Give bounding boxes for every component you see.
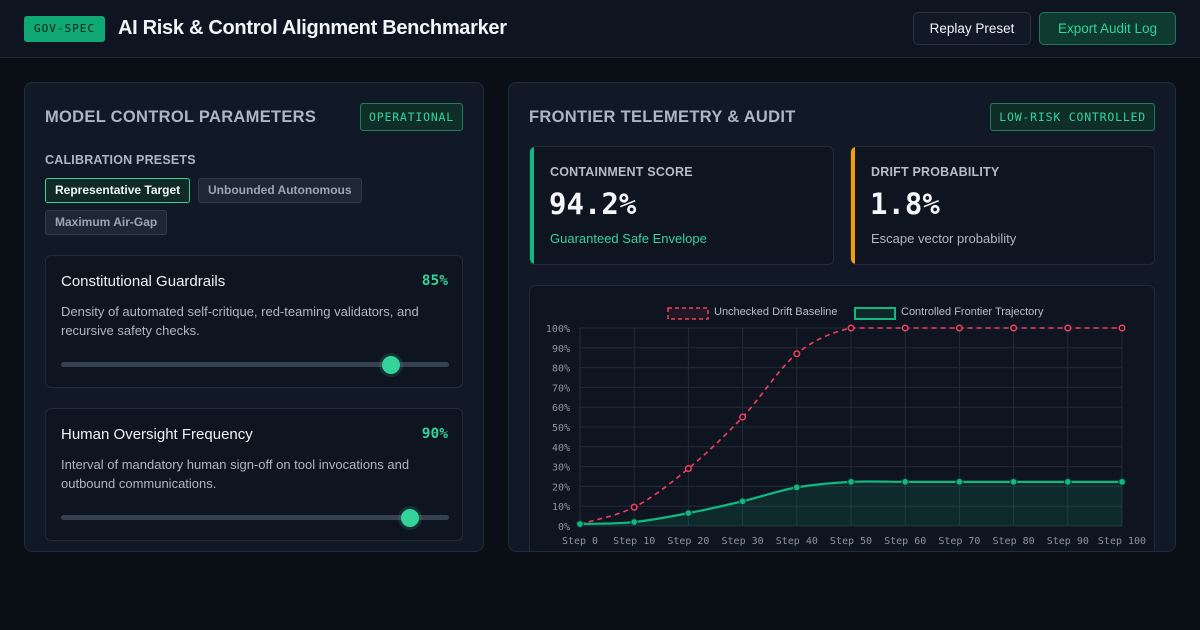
y-tick-label: 40%	[552, 443, 570, 454]
app-title: AI Risk & Control Alignment Benchmarker	[118, 17, 507, 39]
guardrails-slider[interactable]	[61, 356, 449, 374]
containment-score-card: CONTAINMENT SCORE 94.2% Guaranteed Safe …	[529, 146, 834, 265]
risk-status-badge: LOW-RISK CONTROLLED	[990, 103, 1155, 131]
drift-probability-card: DRIFT PROBABILITY 1.8% Escape vector pro…	[850, 146, 1155, 265]
slider-thumb[interactable]	[381, 356, 400, 374]
y-tick-label: 80%	[552, 364, 570, 375]
controlled-data-point	[576, 520, 584, 528]
legend-label-controlled: Controlled Frontier Trajectory	[901, 306, 1044, 318]
controlled-data-point	[1118, 478, 1126, 486]
preset-unbounded-autonomous[interactable]: Unbounded Autonomous	[198, 178, 362, 203]
preset-representative-target[interactable]: Representative Target	[45, 178, 191, 203]
y-tick-label: 90%	[552, 344, 570, 355]
controlled-data-point	[901, 478, 910, 486]
legend-swatch-drift	[667, 307, 709, 320]
panel-title: FRONTIER TELEMETRY & AUDIT	[529, 108, 796, 126]
param-description: Density of automated self-critique, red-…	[61, 304, 419, 338]
y-tick-label: 30%	[552, 463, 570, 474]
trajectory-chart: Unchecked Drift Baseline Controlled Fron…	[529, 285, 1155, 551]
drift-baseline-line	[579, 327, 1122, 525]
controlled-data-point	[955, 478, 964, 486]
drift-data-point	[901, 324, 909, 332]
line-chart-plot: 0% 10% 20% 30% 40% 50% 60% 70% 80% 90% 100% Step 0 S…	[546, 324, 1146, 547]
x-tick-label: Step 40	[776, 536, 818, 547]
drift-data-point	[1010, 324, 1018, 332]
telemetry-panel: FRONTIER TELEMETRY & AUDIT LOW-RISK CONT…	[508, 82, 1176, 552]
gov-spec-badge: GOV-SPEC	[24, 16, 105, 42]
controlled-data-point	[684, 509, 693, 517]
controlled-data-point	[1064, 478, 1072, 486]
x-tick-label: Step 30	[722, 536, 764, 547]
legend-label-drift: Unchecked Drift Baseline	[714, 306, 838, 318]
metric-subtitle: Guaranteed Safe Envelope	[550, 231, 707, 246]
drift-data-point	[1064, 324, 1072, 332]
x-tick-label: Step 50	[830, 536, 872, 547]
param-name: Constitutional Guardrails	[61, 273, 226, 290]
panel-title: MODEL CONTROL PARAMETERS	[45, 108, 317, 126]
slider-thumb[interactable]	[401, 509, 420, 527]
accent-bar	[851, 147, 855, 264]
y-tick-label: 10%	[552, 502, 570, 513]
y-tick-label: 100%	[546, 324, 570, 335]
metric-label: CONTAINMENT SCORE	[550, 165, 693, 179]
drift-data-point	[1118, 324, 1126, 332]
replay-preset-button[interactable]: Replay Preset	[913, 12, 1031, 45]
metric-value: 94.2%	[549, 187, 637, 221]
y-tick-label: 20%	[552, 482, 570, 493]
x-tick-label: Step 90	[1047, 536, 1089, 547]
param-value: 85%	[421, 273, 448, 289]
preset-maximum-air-gap[interactable]: Maximum Air-Gap	[45, 210, 168, 235]
top-bar: GOV-SPEC AI Risk & Control Alignment Ben…	[0, 0, 1200, 58]
controlled-data-point	[630, 518, 638, 526]
param-card-constitutional-guardrails: Constitutional Guardrails 85% Density of…	[45, 255, 463, 388]
metric-value: 1.8%	[870, 187, 940, 221]
status-badge: OPERATIONAL	[360, 103, 463, 131]
drift-data-point	[793, 350, 801, 358]
legend-swatch-controlled	[854, 307, 896, 320]
controlled-area-fill	[580, 481, 1122, 526]
drift-data-point	[684, 465, 692, 473]
x-tick-label: Step 80	[993, 536, 1035, 547]
param-card-human-oversight: Human Oversight Frequency 90% Interval o…	[45, 408, 463, 541]
model-control-panel: MODEL CONTROL PARAMETERS OPERATIONAL CAL…	[24, 82, 484, 552]
x-tick-label: Step 10	[613, 536, 655, 547]
presets-label: CALIBRATION PRESETS	[45, 153, 196, 167]
y-tick-label: 0%	[558, 522, 570, 533]
controlled-data-point	[793, 483, 801, 492]
metric-label: DRIFT PROBABILITY	[871, 165, 1000, 179]
accent-bar	[530, 147, 534, 264]
export-audit-log-button[interactable]: Export Audit Log	[1039, 12, 1176, 45]
drift-data-point	[739, 413, 747, 421]
oversight-slider[interactable]	[61, 509, 449, 527]
drift-data-point	[847, 324, 855, 332]
y-tick-label: 50%	[552, 423, 570, 434]
controlled-data-point	[847, 478, 855, 486]
y-tick-label: 70%	[552, 383, 570, 394]
controlled-data-point	[1009, 478, 1018, 486]
x-tick-label: Step 100	[1098, 536, 1146, 547]
x-tick-label: Step 60	[884, 536, 926, 547]
controlled-data-point	[738, 497, 747, 506]
metric-subtitle: Escape vector probability	[871, 231, 1017, 246]
x-tick-label: Step 20	[667, 536, 709, 547]
param-description: Interval of mandatory human sign-off on …	[61, 457, 410, 491]
y-tick-label: 60%	[552, 403, 570, 414]
x-tick-label: Step 0	[562, 536, 598, 547]
drift-data-point	[630, 503, 638, 511]
param-name: Human Oversight Frequency	[61, 426, 253, 443]
param-value: 90%	[421, 426, 448, 442]
drift-data-point	[955, 324, 963, 332]
x-tick-label: Step 70	[938, 536, 980, 547]
